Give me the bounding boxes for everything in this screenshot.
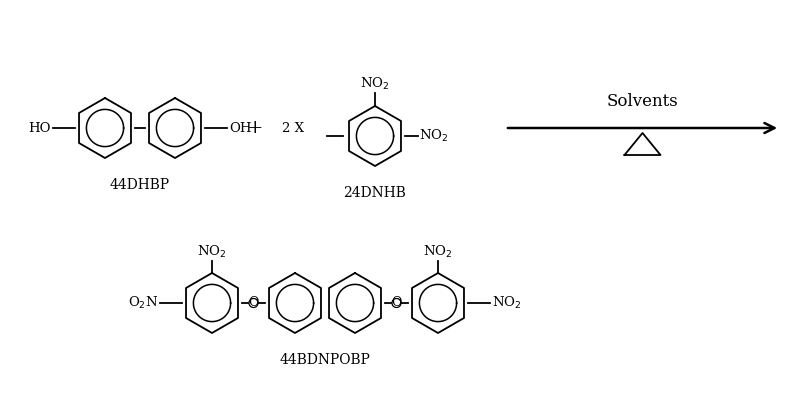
Text: NO$_2$: NO$_2$: [423, 244, 453, 260]
Text: 24DNHB: 24DNHB: [343, 186, 406, 200]
Text: 2 X: 2 X: [282, 121, 304, 135]
Text: O: O: [391, 297, 402, 309]
Text: NO$_2$: NO$_2$: [492, 295, 522, 311]
Text: Solvents: Solvents: [606, 93, 678, 110]
Text: O: O: [248, 297, 258, 309]
Text: NO$_2$: NO$_2$: [198, 244, 226, 260]
Text: NO$_2$: NO$_2$: [360, 76, 390, 92]
Text: HO: HO: [29, 121, 51, 135]
Text: 44DHBP: 44DHBP: [110, 178, 170, 192]
Text: O$_2$N: O$_2$N: [128, 295, 158, 311]
Text: OH: OH: [229, 121, 251, 135]
Text: 44BDNPOBP: 44BDNPOBP: [279, 353, 370, 367]
Text: NO$_2$: NO$_2$: [419, 128, 449, 144]
Text: +: +: [246, 119, 263, 137]
